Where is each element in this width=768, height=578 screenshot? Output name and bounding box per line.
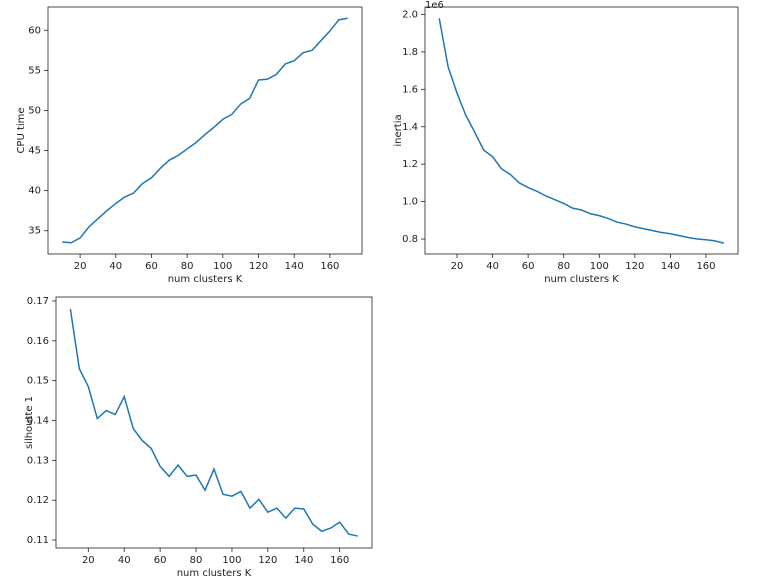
x-tick-label: 160	[320, 261, 339, 272]
y-tick-label: 40	[28, 186, 41, 197]
x-tick-label: 120	[258, 555, 277, 566]
x-axis-label: num clusters K	[168, 274, 243, 285]
x-tick-label: 140	[661, 261, 680, 272]
x-tick-label: 40	[486, 261, 499, 272]
y-axis-label: inertia	[393, 114, 404, 146]
data-line	[438, 18, 724, 244]
y-tick-label: 1.8	[402, 47, 418, 58]
x-tick-label: 100	[213, 261, 232, 272]
x-tick-label: 100	[590, 261, 609, 272]
x-tick-label: 40	[118, 555, 131, 566]
x-tick-label: 80	[190, 555, 203, 566]
x-tick-label: 20	[82, 555, 95, 566]
x-tick-label: 160	[696, 261, 715, 272]
y-tick-label: 0.14	[27, 416, 49, 427]
plot-frame	[424, 6, 739, 255]
x-tick-label: 40	[109, 261, 122, 272]
y-tick-label: 60	[28, 25, 41, 36]
x-tick-label: 80	[181, 261, 194, 272]
x-tick-label: 20	[74, 261, 87, 272]
offset-text: 1e6	[425, 0, 444, 11]
y-tick-label: 55	[28, 65, 41, 76]
y-tick-label: 0.15	[27, 376, 49, 387]
x-axis-label: num clusters K	[544, 274, 619, 285]
x-tick-label: 140	[285, 261, 304, 272]
x-tick-label: 60	[154, 555, 167, 566]
y-tick-label: 1.6	[402, 84, 418, 95]
x-tick-label: 160	[330, 555, 349, 566]
x-tick-label: 60	[522, 261, 535, 272]
x-tick-label: 120	[625, 261, 644, 272]
y-tick-label: 1.2	[402, 159, 418, 170]
plot-frame	[55, 296, 373, 549]
y-tick-label: 0.16	[27, 336, 49, 347]
y-tick-label: 0.13	[27, 455, 49, 466]
x-tick-label: 80	[557, 261, 570, 272]
y-tick-label: 1.4	[402, 122, 418, 133]
x-axis-label: num clusters K	[177, 568, 252, 578]
y-tick-label: 50	[28, 105, 41, 116]
y-tick-label: 0.12	[27, 495, 49, 506]
x-tick-label: 120	[249, 261, 268, 272]
x-tick-label: 100	[222, 555, 241, 566]
y-axis-label: CPU time	[16, 107, 27, 153]
x-tick-label: 60	[145, 261, 158, 272]
data-line	[69, 308, 358, 537]
y-tick-label: 2.0	[402, 9, 418, 20]
y-tick-label: 0.8	[402, 234, 418, 245]
x-tick-label: 140	[294, 555, 313, 566]
plot-frame	[47, 6, 363, 255]
x-tick-label: 20	[451, 261, 464, 272]
y-tick-label: 0.17	[27, 296, 49, 307]
y-axis-label: silhoutte 1	[24, 396, 35, 449]
y-tick-label: 0.11	[27, 535, 49, 546]
y-tick-label: 35	[28, 226, 41, 237]
y-tick-label: 45	[28, 146, 41, 157]
y-tick-label: 1.0	[402, 197, 418, 208]
data-line	[62, 17, 348, 244]
